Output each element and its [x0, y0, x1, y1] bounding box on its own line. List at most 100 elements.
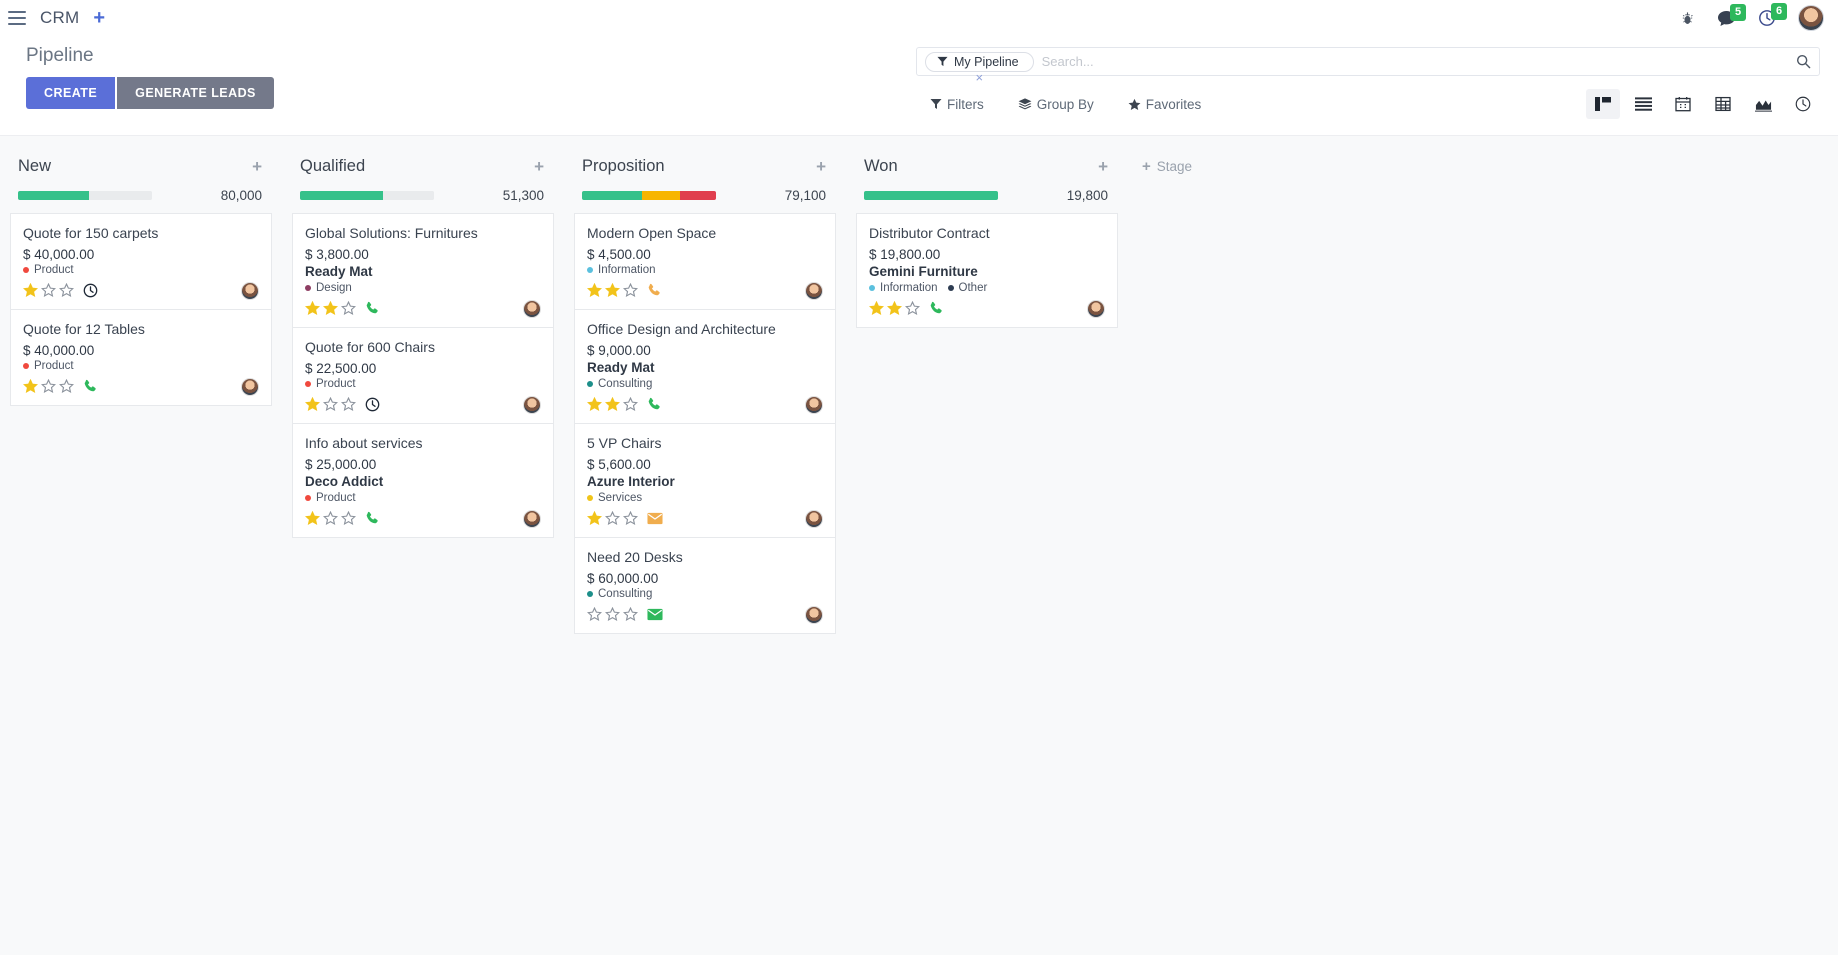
generate-leads-button[interactable]: GENERATE LEADS [117, 77, 274, 109]
activity-status-icon[interactable] [365, 397, 380, 412]
app-brand-crm[interactable]: CRM [40, 8, 80, 27]
envelope-icon[interactable] [647, 512, 663, 525]
search-icon[interactable] [1796, 54, 1811, 69]
column-add-card-icon[interactable]: + [534, 156, 544, 176]
new-record-plus-icon[interactable]: + [93, 7, 106, 29]
pivot-view-button[interactable] [1706, 89, 1740, 119]
priority-stars[interactable] [587, 511, 638, 526]
activity-status-icon[interactable] [365, 301, 380, 316]
phone-icon[interactable] [647, 283, 662, 298]
star-filled-icon[interactable] [305, 301, 320, 316]
column-add-card-icon[interactable]: + [252, 156, 262, 176]
kanban-card[interactable]: Modern Open Space $ 4,500.00 Information [574, 213, 836, 310]
kanban-card[interactable]: Need 20 Desks $ 60,000.00 Consulting [574, 537, 836, 634]
star-empty-icon[interactable] [623, 607, 638, 622]
phone-icon[interactable] [365, 511, 380, 526]
progress-segment[interactable] [642, 191, 680, 200]
assignee-avatar[interactable] [523, 395, 541, 414]
assignee-avatar[interactable] [523, 509, 541, 528]
star-empty-icon[interactable] [341, 301, 356, 316]
star-empty-icon[interactable] [605, 511, 620, 526]
progress-segment[interactable] [582, 191, 643, 200]
activity-status-icon[interactable] [647, 283, 662, 298]
group-by-dropdown[interactable]: Group By [1018, 97, 1094, 112]
assignee-avatar[interactable] [805, 395, 823, 414]
priority-stars[interactable] [587, 283, 638, 298]
column-title[interactable]: Qualified [300, 156, 366, 175]
clock-icon[interactable] [83, 283, 98, 298]
column-title[interactable]: Proposition [582, 156, 665, 175]
assignee-avatar[interactable] [805, 509, 823, 528]
favorites-dropdown[interactable]: Favorites [1128, 97, 1201, 112]
star-filled-icon[interactable] [869, 301, 884, 316]
priority-stars[interactable] [305, 511, 356, 526]
priority-stars[interactable] [305, 397, 356, 412]
star-filled-icon[interactable] [587, 397, 602, 412]
activity-status-icon[interactable] [929, 301, 944, 316]
kanban-card[interactable]: Info about services $ 25,000.00 Deco Add… [292, 423, 554, 538]
user-avatar[interactable] [1798, 5, 1824, 31]
star-empty-icon[interactable] [341, 397, 356, 412]
priority-stars[interactable] [869, 301, 920, 316]
activity-view-button[interactable] [1786, 89, 1820, 119]
priority-stars[interactable] [305, 301, 356, 316]
star-empty-icon[interactable] [41, 283, 56, 298]
activity-status-icon[interactable] [365, 511, 380, 526]
kanban-card[interactable]: Office Design and Architecture $ 9,000.0… [574, 309, 836, 424]
star-filled-icon[interactable] [587, 283, 602, 298]
assignee-avatar[interactable] [805, 605, 823, 624]
kanban-card[interactable]: Distributor Contract $ 19,800.00 Gemini … [856, 213, 1118, 328]
create-button[interactable]: CREATE [26, 77, 116, 109]
star-empty-icon[interactable] [59, 283, 74, 298]
star-empty-icon[interactable] [623, 397, 638, 412]
priority-stars[interactable] [23, 283, 74, 298]
search-facet-remove-icon[interactable]: × [975, 69, 984, 85]
phone-icon[interactable] [365, 301, 380, 316]
filters-dropdown[interactable]: Filters [930, 97, 984, 112]
progress-segment[interactable] [864, 191, 998, 200]
messages-icon[interactable]: 5 [1717, 3, 1747, 27]
column-title[interactable]: New [18, 156, 52, 175]
calendar-view-button[interactable] [1666, 89, 1700, 119]
add-stage-button[interactable]: + Stage [1128, 156, 1206, 177]
activity-status-icon[interactable] [647, 397, 662, 412]
clock-icon[interactable] [365, 397, 380, 412]
star-filled-icon[interactable] [887, 301, 902, 316]
kanban-view-button[interactable] [1586, 89, 1620, 119]
activity-status-icon[interactable] [647, 608, 663, 621]
star-filled-icon[interactable] [23, 283, 38, 298]
star-empty-icon[interactable] [623, 283, 638, 298]
kanban-card[interactable]: 5 VP Chairs $ 5,600.00 Azure Interior Se… [574, 423, 836, 538]
priority-stars[interactable] [587, 397, 638, 412]
assignee-avatar[interactable] [241, 377, 259, 396]
activity-status-icon[interactable] [83, 379, 98, 394]
star-empty-icon[interactable] [587, 607, 602, 622]
star-filled-icon[interactable] [305, 511, 320, 526]
star-empty-icon[interactable] [341, 511, 356, 526]
column-add-card-icon[interactable]: + [816, 156, 826, 176]
kanban-card[interactable]: Quote for 12 Tables $ 40,000.00 Product [10, 309, 272, 406]
phone-icon[interactable] [929, 301, 944, 316]
star-filled-icon[interactable] [605, 283, 620, 298]
progress-segment[interactable] [18, 191, 90, 200]
kanban-card[interactable]: Global Solutions: Furnitures $ 3,800.00 … [292, 213, 554, 328]
phone-icon[interactable] [83, 379, 98, 394]
assignee-avatar[interactable] [241, 281, 259, 300]
progress-segment[interactable] [383, 191, 434, 200]
assignee-avatar[interactable] [1087, 299, 1105, 318]
assignee-avatar[interactable] [523, 299, 541, 318]
star-empty-icon[interactable] [323, 511, 338, 526]
priority-stars[interactable] [587, 607, 638, 622]
list-view-button[interactable] [1626, 89, 1660, 119]
star-filled-icon[interactable] [23, 379, 38, 394]
search-input[interactable] [1041, 54, 1796, 69]
kanban-card[interactable]: Quote for 150 carpets $ 40,000.00 Produc… [10, 213, 272, 310]
envelope-icon[interactable] [647, 608, 663, 621]
activity-status-icon[interactable] [83, 283, 98, 298]
column-add-card-icon[interactable]: + [1098, 156, 1108, 176]
activities-clock-icon[interactable]: 6 [1758, 3, 1788, 27]
star-empty-icon[interactable] [623, 511, 638, 526]
star-filled-icon[interactable] [323, 301, 338, 316]
kanban-card[interactable]: Quote for 600 Chairs $ 22,500.00 Product [292, 327, 554, 424]
star-filled-icon[interactable] [305, 397, 320, 412]
